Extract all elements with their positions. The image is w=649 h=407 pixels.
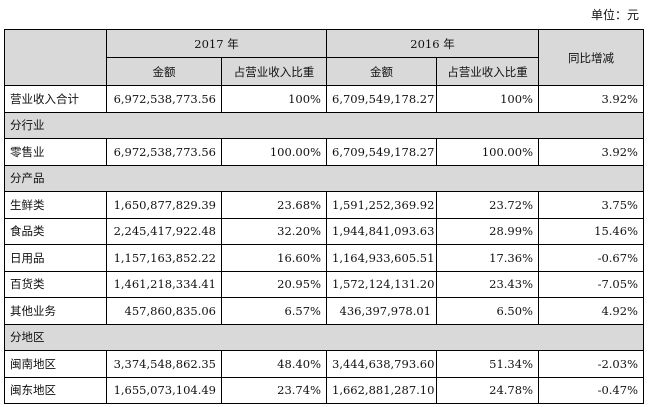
amount-2016-cell: 6,709,549,178.27 <box>326 138 437 166</box>
row-label: 日用品 <box>4 244 107 272</box>
section-header-product: 分产品 <box>4 164 644 192</box>
amount-2017-cell: 3,374,548,862.35 <box>106 350 222 378</box>
ratio-2016-cell: 23.43% <box>436 270 539 298</box>
ratio-2017-cell: 32.20% <box>221 217 327 245</box>
amount-2016-cell: 1,572,124,131.20 <box>326 270 437 298</box>
section-header-industry: 分行业 <box>4 111 644 139</box>
table-row: 其他业务 457,860,835.06 6.57% 436,397,978.01… <box>4 297 644 325</box>
yoy-cell: 15.46% <box>538 217 644 245</box>
ratio-2016-cell: 24.78% <box>436 376 539 404</box>
ratio-2016-cell: 28.99% <box>436 217 539 245</box>
amount-2017-cell: 1,157,163,852.22 <box>106 244 222 272</box>
ratio-2017-cell: 100% <box>221 85 327 113</box>
ratio-2017-cell: 23.68% <box>221 191 327 219</box>
yoy-cell: 3.92% <box>538 138 644 166</box>
revenue-table: 2017 年 2016 年 同比增减 金额 占营业收入比重 金额 占营业收入比重… <box>4 29 644 404</box>
amount-2016-cell: 1,662,881,287.10 <box>326 376 437 404</box>
row-label: 百货类 <box>4 270 107 298</box>
amount-2017-cell: 6,972,538,773.56 <box>106 138 222 166</box>
amount-2017-cell: 6,972,538,773.56 <box>106 85 222 113</box>
yoy-cell: -0.67% <box>538 244 644 272</box>
ratio-2017-cell: 6.57% <box>221 297 327 325</box>
yoy-cell: 3.92% <box>538 85 644 113</box>
table-row: 闽东地区 1,655,073,104.49 23.74% 1,662,881,2… <box>4 376 644 404</box>
amount-2017-cell: 1,655,073,104.49 <box>106 376 222 404</box>
header-ratio-2016: 占营业收入比重 <box>436 57 539 86</box>
row-label: 闽东地区 <box>4 376 107 404</box>
table-header: 2017 年 2016 年 同比增减 金额 占营业收入比重 金额 占营业收入比重 <box>4 29 644 86</box>
header-yoy: 同比增减 <box>538 29 644 86</box>
table-row: 闽南地区 3,374,548,862.35 48.40% 3,444,638,7… <box>4 350 644 378</box>
yoy-cell: -2.03% <box>538 350 644 378</box>
section-title: 分行业 <box>4 111 644 139</box>
amount-2017-cell: 1,461,218,334.41 <box>106 270 222 298</box>
header-year-2017: 2017 年 <box>106 29 327 58</box>
ratio-2016-cell: 100.00% <box>436 138 539 166</box>
amount-2017-cell: 2,245,417,922.48 <box>106 217 222 245</box>
table-row: 日用品 1,157,163,852.22 16.60% 1,164,933,60… <box>4 244 644 272</box>
amount-2016-cell: 3,444,638,793.60 <box>326 350 437 378</box>
section-title: 分产品 <box>4 164 644 192</box>
header-amount-2017: 金额 <box>106 57 222 86</box>
ratio-2016-cell: 100% <box>436 85 539 113</box>
table-body: 营业收入合计 6,972,538,773.56 100% 6,709,549,1… <box>4 85 644 404</box>
total-row: 营业收入合计 6,972,538,773.56 100% 6,709,549,1… <box>4 85 644 113</box>
amount-2016-cell: 1,591,252,369.92 <box>326 191 437 219</box>
ratio-2017-cell: 16.60% <box>221 244 327 272</box>
header-year-2016: 2016 年 <box>326 29 539 58</box>
amount-2017-cell: 457,860,835.06 <box>106 297 222 325</box>
unit-label: 单位：元 <box>590 8 639 22</box>
row-label: 营业收入合计 <box>4 85 107 113</box>
ratio-2016-cell: 17.36% <box>436 244 539 272</box>
table-row: 零售业 6,972,538,773.56 100.00% 6,709,549,1… <box>4 138 644 166</box>
ratio-2017-cell: 23.74% <box>221 376 327 404</box>
row-label: 闽南地区 <box>4 350 107 378</box>
amount-2016-cell: 1,164,933,605.51 <box>326 244 437 272</box>
table-row: 百货类 1,461,218,334.41 20.95% 1,572,124,13… <box>4 270 644 298</box>
yoy-cell: 4.92% <box>538 297 644 325</box>
yoy-cell: -7.05% <box>538 270 644 298</box>
table-row: 食品类 2,245,417,922.48 32.20% 1,944,841,09… <box>4 217 644 245</box>
ratio-2016-cell: 51.34% <box>436 350 539 378</box>
ratio-2016-cell: 6.50% <box>436 297 539 325</box>
row-label: 其他业务 <box>4 297 107 325</box>
amount-2016-cell: 1,944,841,093.63 <box>326 217 437 245</box>
amount-2017-cell: 1,650,877,829.39 <box>106 191 222 219</box>
section-title: 分地区 <box>4 323 644 351</box>
ratio-2016-cell: 23.72% <box>436 191 539 219</box>
header-ratio-2017: 占营业收入比重 <box>221 57 327 86</box>
ratio-2017-cell: 48.40% <box>221 350 327 378</box>
amount-2016-cell: 436,397,978.01 <box>326 297 437 325</box>
header-blank-cell <box>4 29 107 86</box>
yoy-cell: -0.47% <box>538 376 644 404</box>
row-label: 生鲜类 <box>4 191 107 219</box>
section-header-region: 分地区 <box>4 323 644 351</box>
row-label: 食品类 <box>4 217 107 245</box>
ratio-2017-cell: 100.00% <box>221 138 327 166</box>
yoy-cell: 3.75% <box>538 191 644 219</box>
amount-2016-cell: 6,709,549,178.27 <box>326 85 437 113</box>
table-row: 生鲜类 1,650,877,829.39 23.68% 1,591,252,36… <box>4 191 644 219</box>
header-amount-2016: 金额 <box>326 57 437 86</box>
ratio-2017-cell: 20.95% <box>221 270 327 298</box>
row-label: 零售业 <box>4 138 107 166</box>
